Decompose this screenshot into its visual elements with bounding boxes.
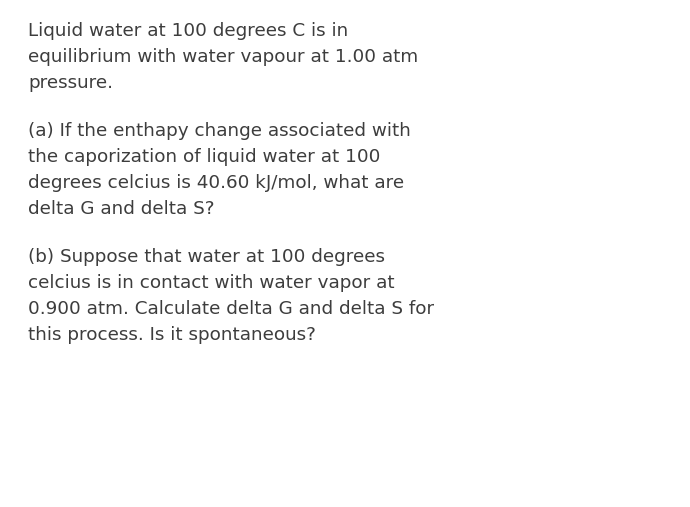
Text: this process. Is it spontaneous?: this process. Is it spontaneous? [28,326,316,344]
Text: equilibrium with water vapour at 1.00 atm: equilibrium with water vapour at 1.00 at… [28,48,418,66]
Text: (a) If the enthapy change associated with: (a) If the enthapy change associated wit… [28,122,411,140]
Text: Liquid water at 100 degrees C is in: Liquid water at 100 degrees C is in [28,22,348,40]
Text: (b) Suppose that water at 100 degrees: (b) Suppose that water at 100 degrees [28,248,385,266]
Text: delta G and delta S?: delta G and delta S? [28,200,215,218]
Text: degrees celcius is 40.60 kJ/mol, what are: degrees celcius is 40.60 kJ/mol, what ar… [28,174,404,192]
Text: celcius is in contact with water vapor at: celcius is in contact with water vapor a… [28,274,395,292]
Text: 0.900 atm. Calculate delta G and delta S for: 0.900 atm. Calculate delta G and delta S… [28,300,434,318]
Text: pressure.: pressure. [28,74,113,92]
Text: the caporization of liquid water at 100: the caporization of liquid water at 100 [28,148,380,166]
